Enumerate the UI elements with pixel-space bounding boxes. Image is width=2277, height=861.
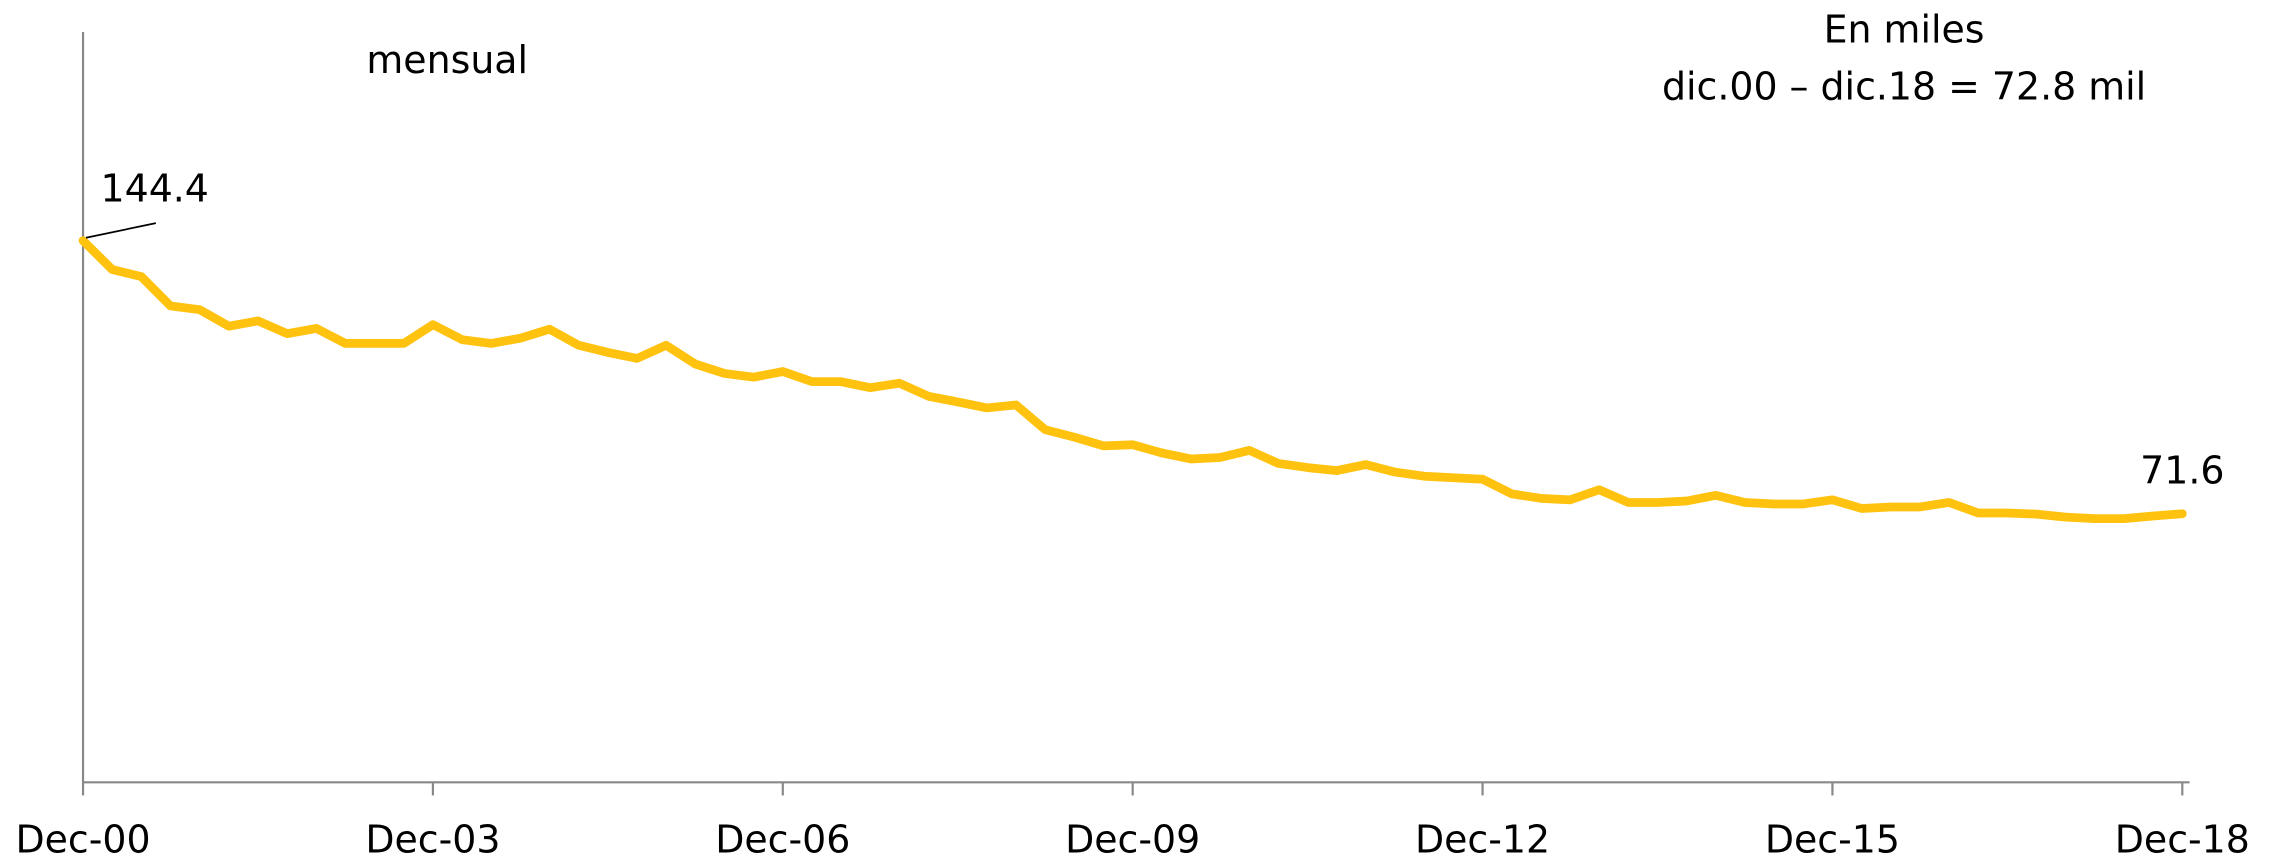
data-line xyxy=(78,236,2187,523)
annotation: dic.00 – dic.18 = 72.8 mil xyxy=(1662,64,2146,108)
x-tick-label: Dec-00 xyxy=(15,818,150,861)
annotation: En miles xyxy=(1824,8,1985,52)
x-tick-label: Dec-06 xyxy=(715,818,850,861)
x-tick-label: Dec-03 xyxy=(365,818,500,861)
x-tick-label: Dec-12 xyxy=(1415,818,1550,861)
x-tick-label: Dec-18 xyxy=(2115,818,2250,861)
x-tick-label: Dec-09 xyxy=(1065,818,1200,861)
label-leader xyxy=(85,222,157,239)
chart-subtitle: mensual xyxy=(366,38,528,82)
data-label: 144.4 xyxy=(101,167,209,211)
x-tick-label: Dec-15 xyxy=(1765,818,1900,861)
data-label: 71.6 xyxy=(2140,448,2224,492)
